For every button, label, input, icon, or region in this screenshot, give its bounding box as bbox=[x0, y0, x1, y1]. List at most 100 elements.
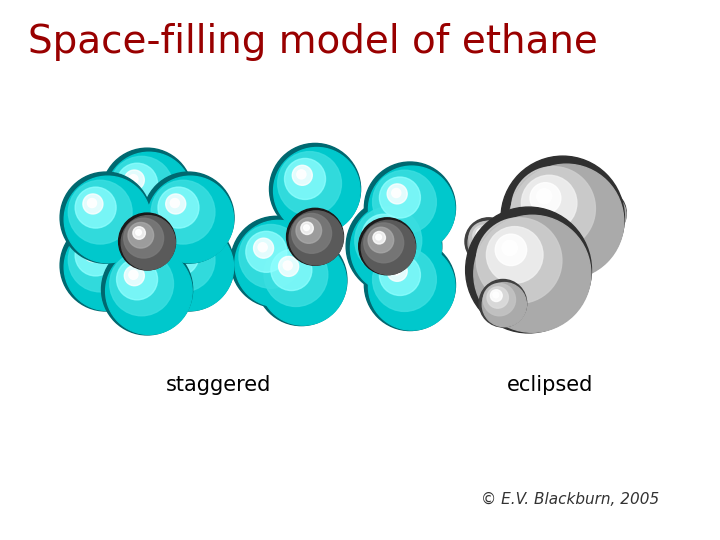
Text: Space-filling model of ethane: Space-filling model of ethane bbox=[29, 23, 598, 61]
Circle shape bbox=[346, 199, 442, 294]
Circle shape bbox=[135, 229, 145, 240]
Circle shape bbox=[296, 218, 322, 244]
Circle shape bbox=[487, 287, 508, 308]
Circle shape bbox=[468, 221, 512, 265]
Circle shape bbox=[493, 292, 499, 298]
Circle shape bbox=[274, 147, 360, 234]
Circle shape bbox=[117, 163, 158, 204]
Circle shape bbox=[502, 240, 517, 255]
Circle shape bbox=[143, 220, 234, 311]
Circle shape bbox=[106, 152, 192, 239]
Circle shape bbox=[487, 227, 543, 283]
Circle shape bbox=[501, 156, 624, 280]
Circle shape bbox=[373, 232, 385, 244]
Circle shape bbox=[235, 220, 321, 307]
Circle shape bbox=[361, 220, 415, 274]
Circle shape bbox=[483, 284, 516, 316]
Circle shape bbox=[83, 242, 103, 262]
Circle shape bbox=[151, 228, 215, 292]
Circle shape bbox=[125, 220, 171, 266]
Circle shape bbox=[60, 220, 151, 311]
Circle shape bbox=[129, 174, 138, 184]
Circle shape bbox=[490, 289, 503, 301]
Circle shape bbox=[590, 200, 602, 211]
Circle shape bbox=[362, 214, 405, 257]
Circle shape bbox=[364, 162, 456, 253]
Circle shape bbox=[147, 224, 233, 310]
Circle shape bbox=[231, 217, 322, 307]
Circle shape bbox=[260, 239, 346, 325]
Circle shape bbox=[151, 180, 215, 244]
Circle shape bbox=[473, 225, 494, 247]
Circle shape bbox=[466, 207, 591, 333]
Circle shape bbox=[131, 225, 153, 247]
Circle shape bbox=[387, 261, 408, 281]
Circle shape bbox=[368, 227, 394, 253]
Circle shape bbox=[64, 224, 150, 310]
Circle shape bbox=[479, 231, 485, 236]
Circle shape bbox=[289, 211, 343, 265]
Circle shape bbox=[258, 242, 267, 252]
Circle shape bbox=[482, 282, 526, 327]
Circle shape bbox=[109, 157, 174, 220]
Text: staggered: staggered bbox=[166, 375, 271, 395]
Text: eclipsed: eclipsed bbox=[507, 375, 593, 395]
Circle shape bbox=[387, 184, 408, 204]
Circle shape bbox=[583, 193, 615, 226]
Circle shape bbox=[271, 249, 312, 291]
Circle shape bbox=[158, 187, 199, 228]
Circle shape bbox=[284, 158, 325, 199]
Circle shape bbox=[369, 166, 455, 253]
Circle shape bbox=[283, 261, 292, 270]
Circle shape bbox=[239, 225, 302, 288]
Circle shape bbox=[474, 215, 591, 332]
Circle shape bbox=[133, 227, 145, 239]
Circle shape bbox=[509, 164, 624, 279]
Circle shape bbox=[121, 215, 175, 269]
Circle shape bbox=[370, 221, 391, 242]
Circle shape bbox=[292, 165, 312, 185]
Circle shape bbox=[582, 192, 626, 237]
Circle shape bbox=[102, 148, 193, 239]
Circle shape bbox=[253, 238, 274, 258]
Circle shape bbox=[392, 266, 401, 275]
Circle shape bbox=[511, 167, 595, 251]
Circle shape bbox=[102, 244, 193, 335]
Circle shape bbox=[123, 217, 171, 266]
Circle shape bbox=[269, 144, 361, 234]
Circle shape bbox=[75, 235, 116, 276]
Circle shape bbox=[372, 170, 436, 234]
Circle shape bbox=[301, 222, 313, 234]
Circle shape bbox=[292, 213, 331, 253]
Circle shape bbox=[124, 218, 163, 258]
Circle shape bbox=[530, 183, 561, 213]
Circle shape bbox=[477, 218, 562, 303]
Circle shape bbox=[109, 252, 174, 316]
Circle shape bbox=[376, 234, 382, 240]
Circle shape bbox=[593, 202, 598, 207]
Circle shape bbox=[138, 231, 143, 236]
Circle shape bbox=[521, 176, 577, 231]
Circle shape bbox=[128, 222, 153, 248]
Circle shape bbox=[469, 222, 501, 254]
Circle shape bbox=[369, 244, 455, 330]
Circle shape bbox=[297, 170, 306, 179]
Circle shape bbox=[264, 242, 328, 307]
Circle shape bbox=[392, 188, 401, 198]
Circle shape bbox=[129, 270, 138, 279]
Circle shape bbox=[171, 199, 179, 207]
Circle shape bbox=[287, 208, 343, 265]
Circle shape bbox=[143, 172, 234, 263]
Circle shape bbox=[372, 248, 436, 312]
Circle shape bbox=[171, 246, 179, 255]
Circle shape bbox=[256, 234, 347, 326]
Circle shape bbox=[246, 231, 287, 272]
Circle shape bbox=[68, 180, 132, 244]
Circle shape bbox=[537, 189, 552, 204]
Circle shape bbox=[68, 228, 132, 292]
Circle shape bbox=[166, 242, 186, 262]
Circle shape bbox=[355, 207, 422, 274]
Circle shape bbox=[125, 266, 144, 286]
Circle shape bbox=[476, 228, 488, 240]
Circle shape bbox=[158, 235, 199, 276]
